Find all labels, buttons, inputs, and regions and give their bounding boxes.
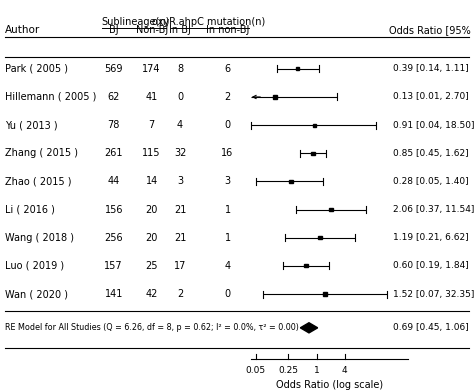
Bar [295,67,299,70]
Text: 115: 115 [142,148,161,158]
Text: 1: 1 [225,233,230,243]
Text: 157: 157 [104,261,123,271]
Text: 0.60 [0.19, 1.84]: 0.60 [0.19, 1.84] [393,261,469,271]
Text: Sublineage(n): Sublineage(n) [101,16,169,27]
Text: 0.05: 0.05 [246,366,266,375]
Text: 7: 7 [148,120,155,130]
Text: Odds Ratio [95% CI]: Odds Ratio [95% CI] [389,25,474,36]
Bar [323,292,327,296]
Text: 4: 4 [177,120,183,130]
Text: 20: 20 [146,233,158,243]
Text: 1: 1 [314,366,319,375]
Text: 174: 174 [142,64,161,74]
Text: 1.52 [0.07, 32.35]: 1.52 [0.07, 32.35] [393,289,474,299]
Polygon shape [301,323,318,333]
Text: 1: 1 [225,204,230,215]
Text: Odds Ratio (log scale): Odds Ratio (log scale) [276,380,383,390]
Text: BJ: BJ [109,25,118,36]
Text: 14: 14 [146,176,158,187]
Text: 0.69 [0.45, 1.06]: 0.69 [0.45, 1.06] [393,323,469,332]
Text: 2.06 [0.37, 11.54]: 2.06 [0.37, 11.54] [393,205,474,214]
Bar [311,152,315,155]
Text: 0.28 [0.05, 1.40]: 0.28 [0.05, 1.40] [393,177,469,186]
Text: 8: 8 [177,64,183,74]
Text: Li ( 2016 ): Li ( 2016 ) [5,204,55,215]
Text: 0.91 [0.04, 18.50]: 0.91 [0.04, 18.50] [393,120,474,130]
Text: 156: 156 [104,204,123,215]
Text: 0.13 [0.01, 2.70]: 0.13 [0.01, 2.70] [393,92,469,102]
Text: 569: 569 [104,64,123,74]
Text: Wang ( 2018 ): Wang ( 2018 ) [5,233,74,243]
Text: Non-BJ: Non-BJ [136,25,168,36]
Text: 78: 78 [108,120,120,130]
Text: 261: 261 [104,148,123,158]
Text: RE Model for All Studies (Q = 6.26, df = 8, p = 0.62; I² = 0.0%, τ² = 0.00): RE Model for All Studies (Q = 6.26, df =… [5,323,299,332]
Text: Author: Author [5,25,40,36]
Text: 141: 141 [105,289,123,299]
Text: Wan ( 2020 ): Wan ( 2020 ) [5,289,68,299]
Text: 44: 44 [108,176,120,187]
Text: Yu ( 2013 ): Yu ( 2013 ) [5,120,57,130]
Text: 0: 0 [225,120,230,130]
Text: 3: 3 [225,176,230,187]
Text: 0.39 [0.14, 1.11]: 0.39 [0.14, 1.11] [393,64,469,74]
Text: 17: 17 [174,261,186,271]
Text: 62: 62 [108,92,120,102]
Text: Luo ( 2019 ): Luo ( 2019 ) [5,261,64,271]
Text: Zhang ( 2015 ): Zhang ( 2015 ) [5,148,78,158]
Text: 4: 4 [342,366,347,375]
Text: 2: 2 [177,289,183,299]
Text: 6: 6 [225,64,230,74]
Text: 42: 42 [146,289,158,299]
Text: In BJ: In BJ [169,25,191,36]
Text: Zhao ( 2015 ): Zhao ( 2015 ) [5,176,71,187]
Bar [289,180,292,183]
Text: 21: 21 [174,233,186,243]
Text: oxyR.ahpC mutation(n): oxyR.ahpC mutation(n) [152,16,265,27]
Text: In non-BJ: In non-BJ [206,25,249,36]
Bar [318,236,322,239]
Text: 25: 25 [146,261,158,271]
Bar [273,95,277,99]
Text: 4: 4 [225,261,230,271]
Bar [304,264,308,267]
Text: 32: 32 [174,148,186,158]
Text: 0: 0 [225,289,230,299]
Text: 16: 16 [221,148,234,158]
Text: Park ( 2005 ): Park ( 2005 ) [5,64,68,74]
Bar [329,208,333,211]
Bar [313,124,317,127]
Text: 0.85 [0.45, 1.62]: 0.85 [0.45, 1.62] [393,149,469,158]
Text: 2: 2 [224,92,231,102]
Text: 20: 20 [146,204,158,215]
Text: 256: 256 [104,233,123,243]
Text: 0.25: 0.25 [278,366,299,375]
Text: 1.19 [0.21, 6.62]: 1.19 [0.21, 6.62] [393,233,469,242]
Text: 21: 21 [174,204,186,215]
Text: 41: 41 [146,92,158,102]
Text: 3: 3 [177,176,183,187]
Text: 0: 0 [177,92,183,102]
Text: Hillemann ( 2005 ): Hillemann ( 2005 ) [5,92,96,102]
